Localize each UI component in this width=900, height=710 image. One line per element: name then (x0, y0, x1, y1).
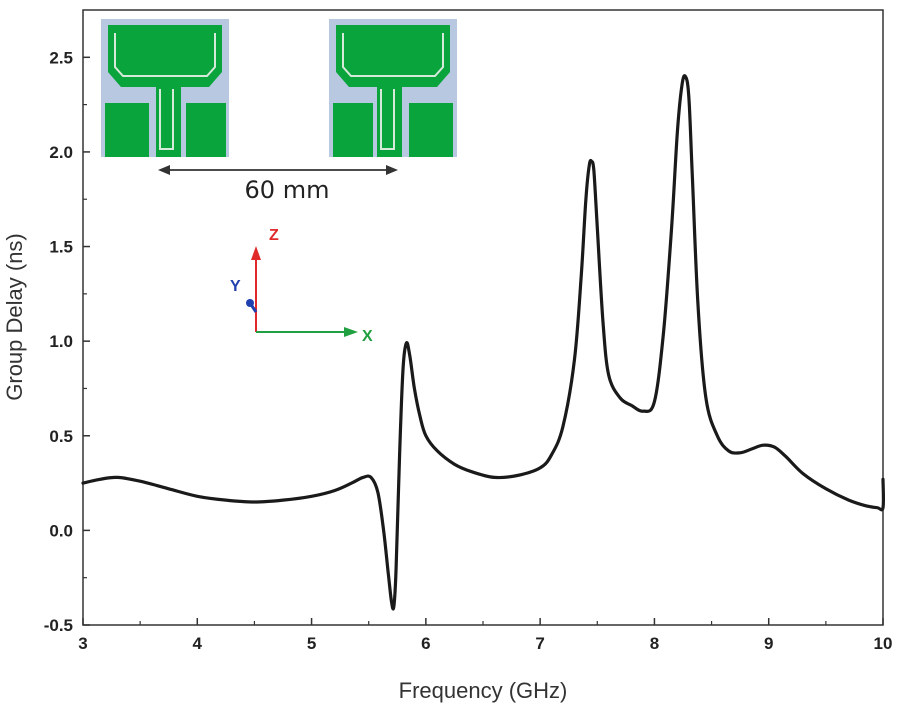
x-tick-label: 5 (307, 634, 316, 653)
x-tick-label: 3 (78, 634, 87, 653)
y-axis-label: Group Delay (ns) (2, 233, 27, 401)
y-tick-label: 1.5 (49, 238, 73, 257)
group-delay-line (81, 74, 886, 611)
y-axis-letter: Y (230, 278, 241, 295)
x-axis-letter: X (362, 328, 373, 345)
x-tick-label: 4 (193, 634, 203, 653)
z-axis-label: Z (269, 227, 279, 244)
x-tick-label: 6 (421, 634, 430, 653)
x-tick-label: 7 (535, 634, 544, 653)
distance-arrow (158, 165, 398, 175)
antenna-left (101, 19, 229, 157)
axis-ticks (82, 56, 884, 626)
tick-labels: 3 4 5 6 7 8 9 10 -0.5 0.0 0.5 1.0 1.5 2.0 2.5 (44, 48, 893, 653)
y-tick-label: 0.0 (49, 521, 73, 540)
distance-label: 60 mm (245, 176, 330, 204)
antenna-inset: 60 mm (101, 19, 457, 204)
x-axis-label: Frequency (GHz) (399, 678, 568, 703)
y-tick-label: 0.5 (49, 427, 73, 446)
antenna-right (329, 19, 457, 157)
y-tick-label: 2.5 (49, 48, 73, 67)
y-tick-label: 1.0 (49, 332, 73, 351)
x-tick-label: 8 (650, 634, 659, 653)
y-tick-label: 2.0 (49, 143, 73, 162)
coordinate-axes-icon: Z Y X (230, 227, 373, 345)
x-tick-label: 10 (874, 634, 893, 653)
x-tick-label: 9 (764, 634, 773, 653)
y-tick-label: -0.5 (44, 616, 73, 635)
